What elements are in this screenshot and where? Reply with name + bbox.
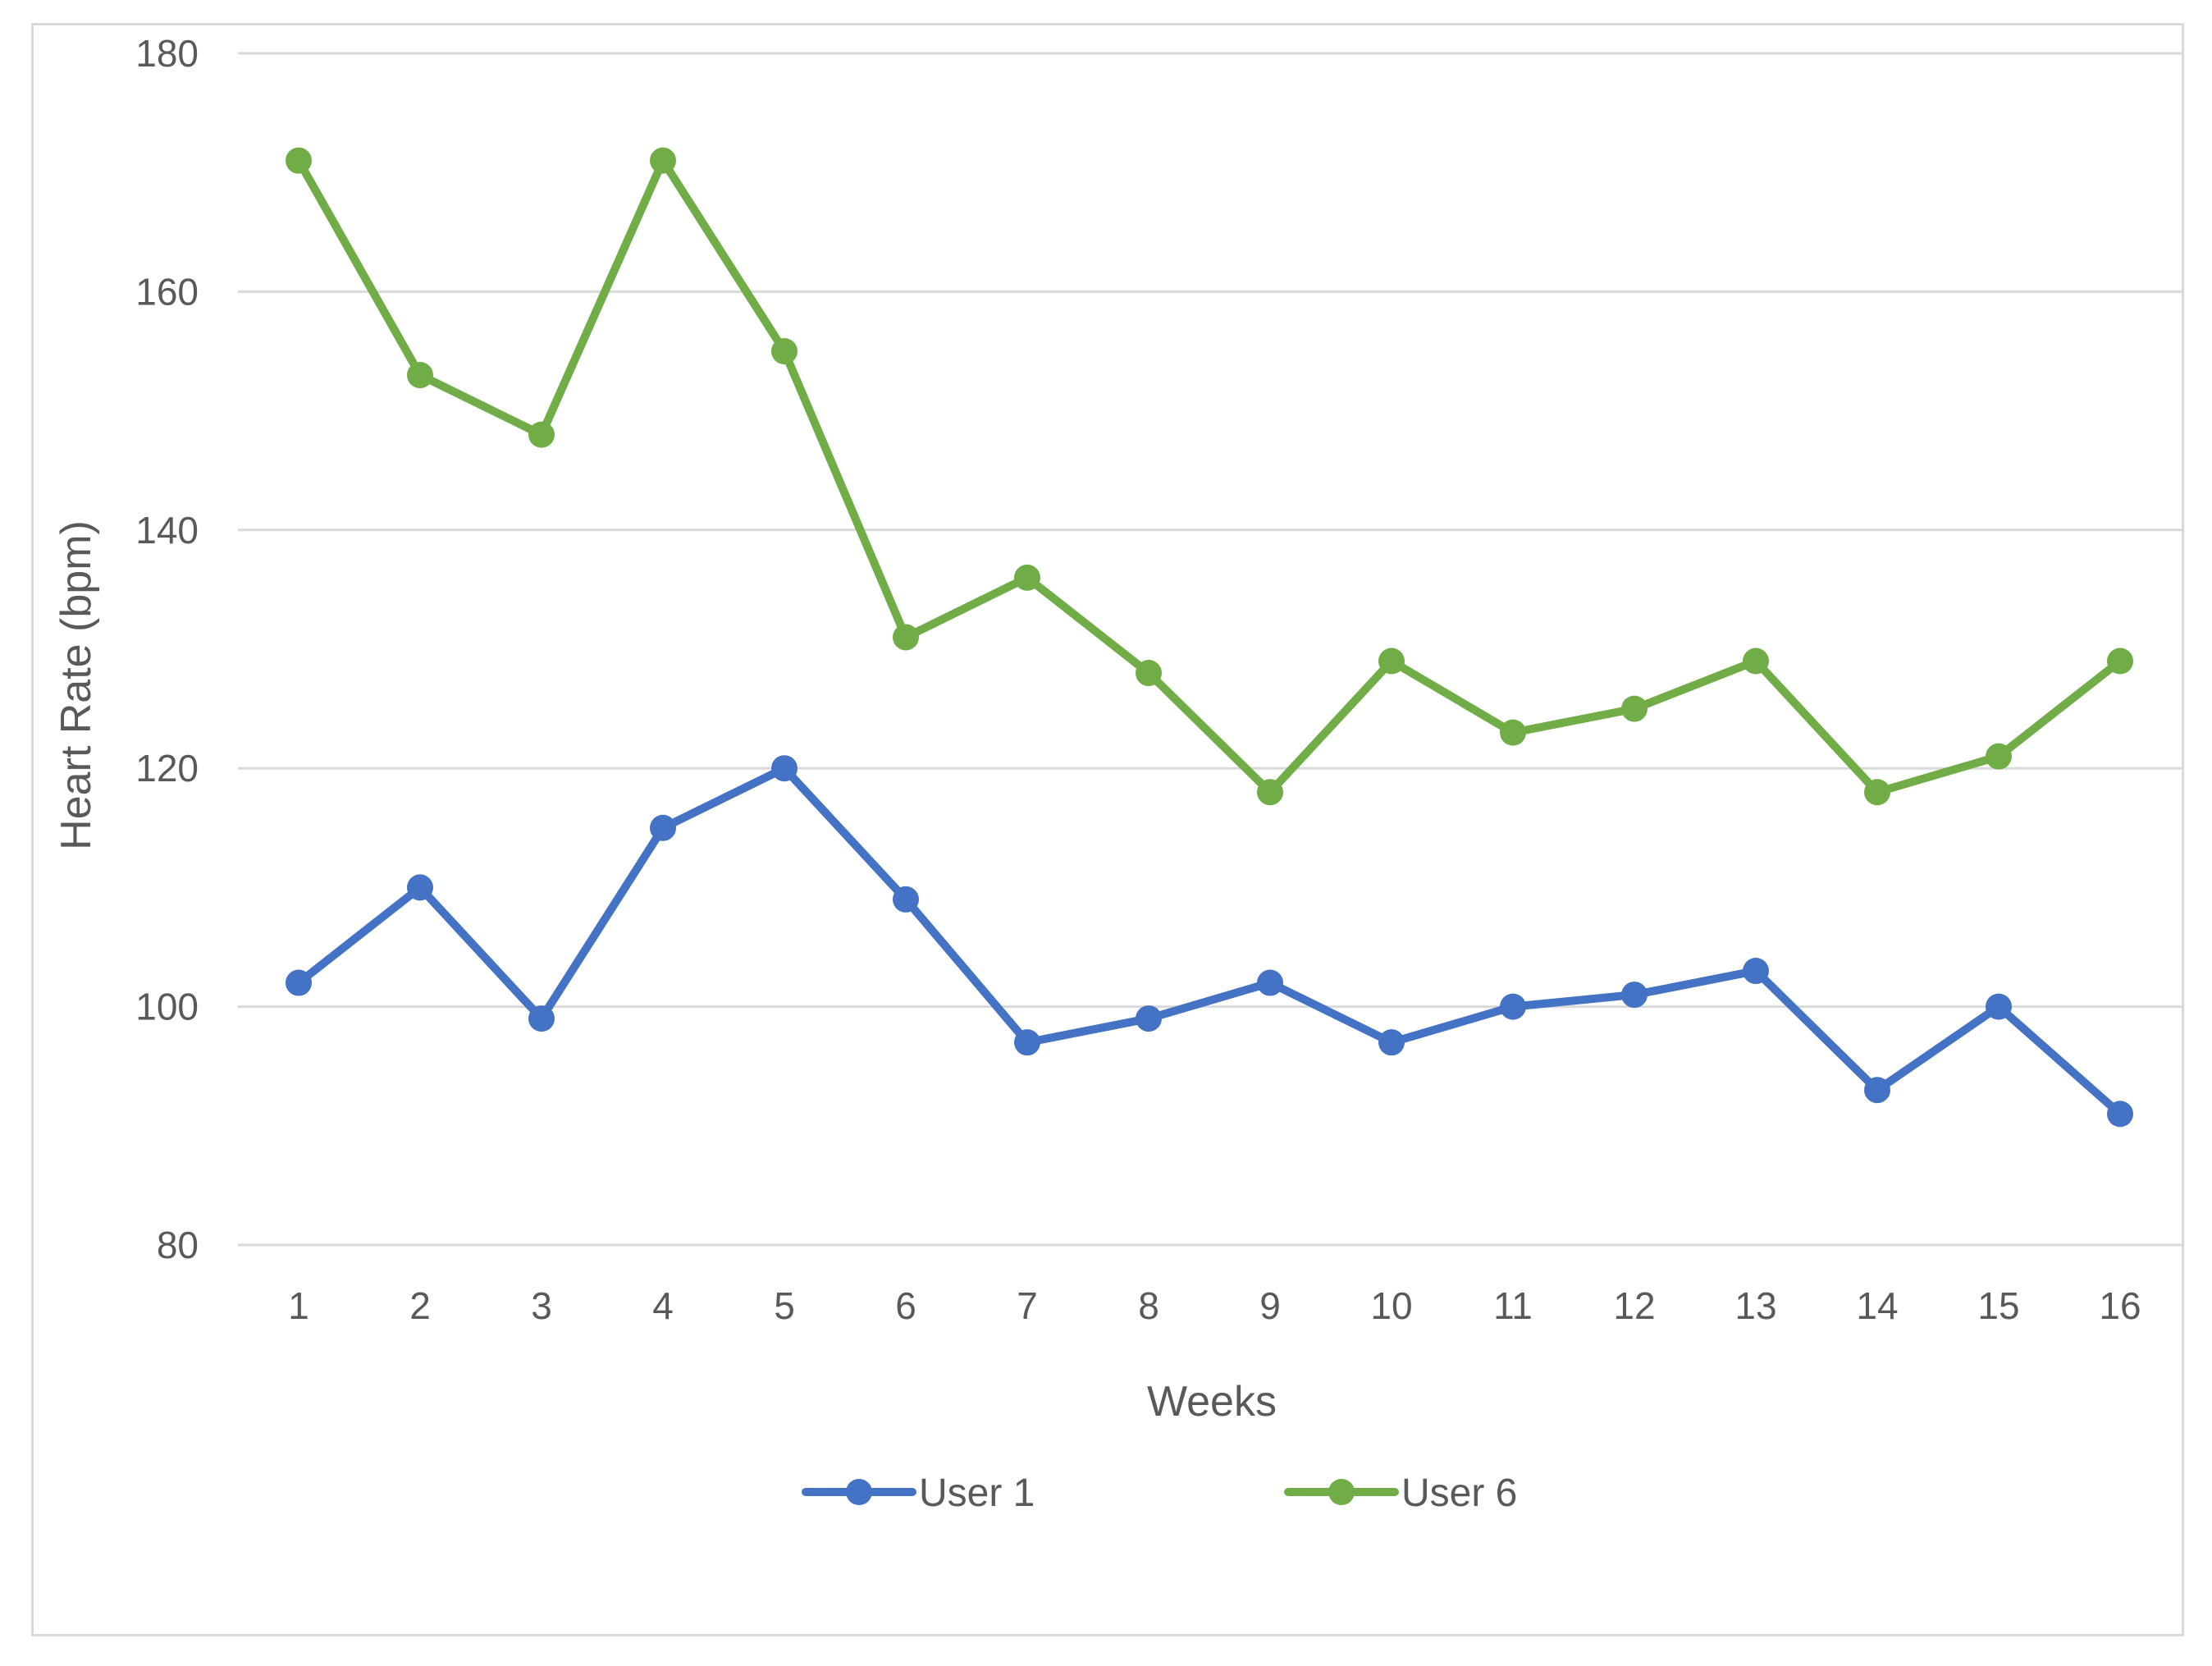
data-point	[286, 147, 312, 174]
data-point	[1986, 993, 2012, 1020]
y-tick-label: 100	[135, 986, 199, 1028]
data-point	[1014, 564, 1040, 591]
data-point	[1378, 648, 1405, 675]
data-point	[1864, 1077, 1890, 1104]
legend-item: User 6	[1284, 1471, 1517, 1515]
data-point	[1136, 660, 1162, 687]
series-layer	[286, 147, 2133, 1128]
data-point	[1378, 1029, 1405, 1056]
legend: User 1 User 6	[802, 1471, 1517, 1515]
data-point	[2107, 648, 2133, 675]
series-line	[295, 764, 2124, 1119]
data-point	[771, 755, 798, 782]
x-tick-label: 7	[1017, 1284, 1038, 1327]
data-point	[650, 814, 676, 841]
x-tick-label: 3	[531, 1284, 552, 1327]
data-point	[893, 624, 919, 651]
x-tick-label: 11	[1493, 1284, 1533, 1327]
legend-item: User 1	[802, 1471, 1035, 1515]
x-tick-label: 5	[774, 1284, 795, 1327]
x-tick-label: 14	[1856, 1284, 1898, 1327]
x-tick-label: 4	[652, 1284, 674, 1327]
data-point	[1986, 743, 2012, 770]
x-tick-label: 1	[288, 1284, 309, 1327]
y-tick-label: 180	[135, 32, 199, 75]
data-point	[893, 886, 919, 913]
x-axis-tick-labels: 1 2 3 4 5 6 7 8 9 10 11 12 13 14 15 16	[288, 1284, 2141, 1327]
y-axis-title: Heart Rate (bpm)	[53, 520, 100, 850]
data-point	[1621, 982, 1648, 1009]
y-tick-label: 120	[135, 747, 199, 790]
gridlines	[238, 52, 2182, 1247]
data-point	[650, 147, 676, 174]
y-tick-label: 160	[135, 270, 199, 313]
x-tick-label: 16	[2099, 1284, 2141, 1327]
data-point	[528, 421, 555, 448]
data-point	[1500, 719, 1526, 746]
data-point	[528, 1005, 555, 1032]
legend-swatch-marker	[846, 1479, 872, 1505]
data-point	[407, 362, 433, 389]
x-tick-label: 9	[1259, 1284, 1281, 1327]
x-axis-title: Weeks	[1147, 1378, 1277, 1426]
data-point	[1014, 1029, 1040, 1056]
legend-label: User 6	[1401, 1471, 1517, 1515]
x-tick-label: 13	[1734, 1284, 1776, 1327]
legend-label: User 1	[919, 1471, 1035, 1515]
data-point	[2107, 1101, 2133, 1128]
data-point	[1257, 779, 1283, 806]
data-point	[1743, 958, 1769, 985]
legend-swatch-marker	[1328, 1479, 1355, 1505]
data-point	[1136, 1005, 1162, 1032]
x-tick-label: 2	[409, 1284, 431, 1327]
x-tick-label: 15	[1977, 1284, 2019, 1327]
x-tick-label: 6	[895, 1284, 916, 1327]
y-axis-tick-labels: 80 100 120 140 160 180	[135, 32, 199, 1266]
data-point	[1621, 695, 1648, 722]
y-tick-label: 140	[135, 509, 199, 552]
data-point	[1500, 993, 1526, 1020]
data-point	[1257, 969, 1283, 996]
data-point	[286, 969, 312, 996]
data-point	[407, 874, 433, 901]
series-line	[295, 156, 2124, 797]
y-tick-label: 80	[157, 1224, 199, 1266]
data-point	[1743, 648, 1769, 675]
series-user-6	[286, 147, 2133, 806]
x-tick-label: 8	[1138, 1284, 1159, 1327]
data-point	[771, 338, 798, 364]
data-point	[1864, 779, 1890, 806]
x-tick-label: 10	[1370, 1284, 1412, 1327]
series-user-1	[286, 755, 2133, 1128]
x-tick-label: 12	[1613, 1284, 1655, 1327]
